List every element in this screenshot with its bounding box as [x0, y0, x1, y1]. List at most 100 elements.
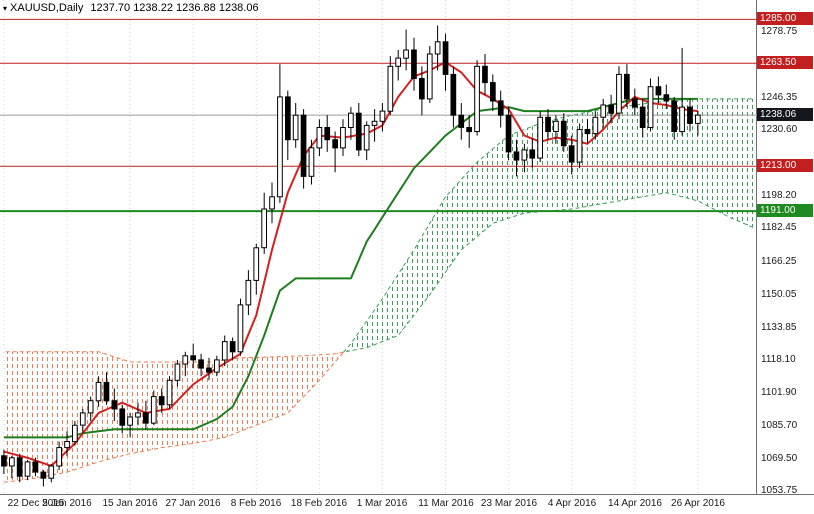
- candle-body: [348, 112, 354, 128]
- price-tick-label: 1069.50: [761, 453, 798, 464]
- price-badge-1191.00: 1191.00: [757, 204, 813, 217]
- date-tick-label: 11 Mar 2016: [418, 498, 474, 509]
- price-tick-label: 1053.75: [761, 485, 798, 496]
- bearish-cloud: [3, 351, 344, 483]
- candle-body: [371, 120, 378, 126]
- candle-body: [426, 53, 433, 100]
- date-tick-label: 8 Feb 2016: [230, 498, 282, 509]
- candle-body: [245, 279, 252, 306]
- chart-canvas[interactable]: [0, 0, 757, 494]
- price-tick-label: 1246.35: [761, 92, 798, 103]
- candle-body: [411, 49, 417, 79]
- price-tick-label: 1133.85: [761, 322, 797, 333]
- bullish-cloud: [343, 98, 754, 353]
- candles-series: [1, 25, 701, 487]
- price-badge-1263.50: 1263.50: [757, 56, 813, 69]
- candle-body: [174, 363, 181, 381]
- candle-body: [166, 379, 173, 406]
- price-tick-label: 1166.25: [761, 256, 797, 267]
- candle-body: [103, 381, 110, 402]
- candle-body: [505, 114, 512, 153]
- candle-body: [285, 96, 291, 141]
- candle-body: [1, 455, 7, 467]
- senkou-span-b-line: [3, 351, 344, 363]
- price-tick-label: 1198.20: [761, 190, 797, 201]
- price-chart[interactable]: ▾ XAUUSD,Daily 1237.70 1238.22 1236.88 123…: [0, 0, 757, 494]
- candle-body: [631, 98, 638, 108]
- candle-body: [237, 304, 244, 353]
- candle-body: [695, 114, 701, 124]
- candle-body: [316, 127, 323, 149]
- date-tick-label: 4 Apr 2016: [547, 498, 597, 509]
- candle-body: [624, 73, 630, 100]
- candle-body: [87, 400, 94, 414]
- date-tick-label: 18 Feb 2016: [290, 498, 348, 509]
- candle-body: [150, 396, 157, 424]
- candle-body: [679, 106, 685, 133]
- candle-body: [616, 73, 622, 114]
- candle-body: [332, 139, 338, 149]
- candle-body: [79, 412, 86, 426]
- candle-body: [127, 416, 133, 426]
- candle-body: [16, 457, 23, 477]
- candle-body: [419, 78, 425, 100]
- price-tick-label: 1085.70: [761, 420, 798, 431]
- candle-body: [95, 381, 102, 402]
- candle-body: [277, 96, 283, 198]
- candle-body: [576, 129, 583, 163]
- date-tick-label: 14 Apr 2016: [608, 498, 662, 509]
- kijun-sen-line: [3, 97, 698, 439]
- candle-body: [24, 461, 31, 477]
- price-axis[interactable]: 1278.75 1246.35 1230.60 1198.20 1182.45 1166.…: [757, 0, 814, 496]
- candle-body: [639, 106, 646, 128]
- candle-body: [568, 145, 575, 163]
- price-badge-1238.06: 1238.06: [757, 108, 813, 121]
- candle-body: [387, 65, 394, 112]
- candle-body: [521, 149, 528, 161]
- candle-body: [545, 116, 551, 133]
- candle-body: [655, 86, 662, 96]
- candle-body: [198, 359, 204, 369]
- time-axis[interactable]: 22 Dec 2015 5 Jan 2016 15 Jan 2016 27 Jan 2…: [0, 494, 814, 514]
- candle-body: [490, 82, 496, 102]
- symbol-marker-icon: ▾: [3, 4, 8, 13]
- date-tick-label: 26 Apr 2016: [671, 498, 725, 509]
- candle-body: [158, 396, 165, 406]
- candle-body: [119, 408, 126, 426]
- candle-body: [214, 359, 220, 373]
- candle-body: [9, 457, 15, 467]
- candle-body: [395, 57, 401, 67]
- candle-body: [221, 341, 228, 361]
- candle-body: [261, 208, 267, 249]
- candle-body: [403, 49, 409, 59]
- price-tick-label: 1118.10: [761, 354, 796, 365]
- ohlc-values-label: 1237.70 1238.22 1236.88 1238.06: [90, 2, 259, 14]
- date-tick-label: 27 Jan 2016: [165, 498, 221, 509]
- candle-body: [529, 149, 536, 159]
- candle-body: [671, 100, 677, 133]
- candle-body: [513, 151, 520, 161]
- candle-body: [111, 400, 118, 410]
- date-tick-label: 23 Mar 2016: [480, 498, 538, 509]
- candle-body: [434, 41, 441, 55]
- candle-body: [253, 247, 260, 281]
- candle-body: [56, 447, 62, 467]
- price-badge-1285.00: 1285.00: [757, 12, 813, 25]
- candle-body: [72, 424, 78, 443]
- price-tick-label: 1230.60: [761, 124, 798, 135]
- candle-body: [206, 367, 212, 373]
- candle-body: [647, 86, 654, 128]
- date-tick-label: 15 Jan 2016: [102, 498, 158, 509]
- candle-body: [600, 104, 607, 118]
- symbol-timeframe-label: XAUUSD,Daily: [10, 2, 84, 14]
- candle-body: [687, 106, 693, 124]
- chart-title: ▾ XAUUSD,Daily 1237.70 1238.22 1236.88 123…: [3, 2, 259, 14]
- price-tick-label: 1150.05: [761, 289, 797, 300]
- candle-body: [40, 471, 47, 479]
- candle-body: [450, 73, 457, 116]
- candle-body: [474, 65, 480, 133]
- date-tick-label: 1 Mar 2016: [356, 498, 408, 509]
- candle-body: [308, 147, 315, 177]
- candle-body: [497, 100, 504, 116]
